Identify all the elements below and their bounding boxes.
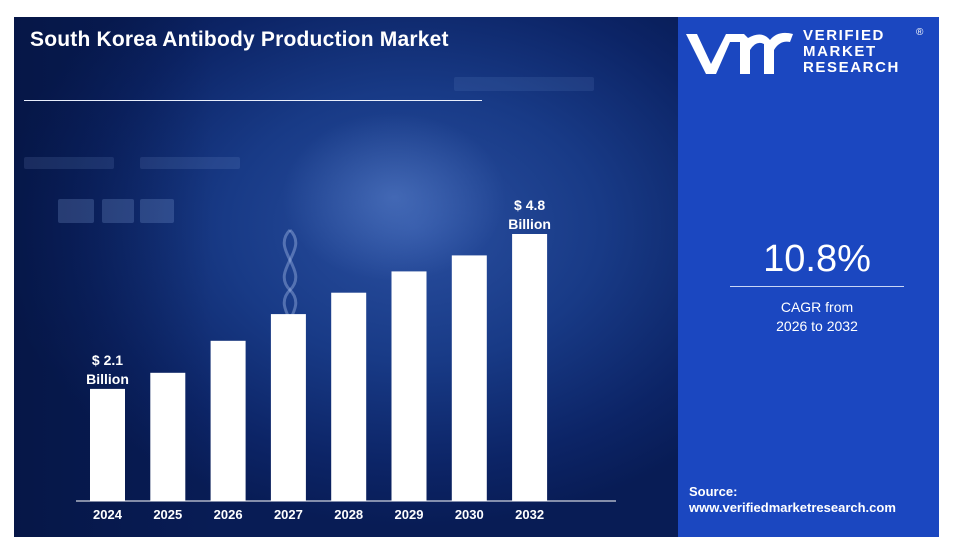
x-tick-label: 2024 xyxy=(93,507,123,522)
cagr-divider xyxy=(730,286,904,287)
source-url: www.verifiedmarketresearch.com xyxy=(689,500,896,515)
source-label: Source: xyxy=(689,484,738,499)
x-tick-label: 2025 xyxy=(153,507,182,522)
bar-2025 xyxy=(150,372,186,501)
bar-2027 xyxy=(270,314,306,501)
summary-panel xyxy=(678,17,939,537)
brand-line-2: MARKET xyxy=(803,43,877,60)
x-tick-label: 2028 xyxy=(334,507,363,522)
cagr-label: CAGR from 2026 to 2032 xyxy=(730,298,904,336)
bar-2024 xyxy=(90,388,125,501)
bar-2030 xyxy=(451,255,487,501)
x-tick-label: 2026 xyxy=(214,507,243,522)
data-label: $ 2.1 xyxy=(92,352,123,368)
data-label: Billion xyxy=(508,216,551,232)
brand-line-1: VERIFIED xyxy=(803,27,885,44)
data-label: Billion xyxy=(86,371,129,387)
chart-title: South Korea Antibody Production Market xyxy=(30,28,449,51)
data-label: $ 4.8 xyxy=(514,197,545,213)
background-decoration xyxy=(102,199,134,223)
vmr-logo-icon xyxy=(686,32,793,74)
brand-line-3: RESEARCH xyxy=(803,59,900,76)
bar-2028 xyxy=(331,292,367,501)
cagr-value: 10.8% xyxy=(763,238,871,280)
background-decoration xyxy=(454,77,594,91)
infographic-frame xyxy=(14,17,939,537)
background-decoration xyxy=(58,199,94,223)
bar-2029 xyxy=(391,271,427,501)
brand-wordmark: VERIFIED MARKET RESEARCH xyxy=(803,28,900,76)
background-decoration xyxy=(140,199,174,223)
source-note: Source: www.verifiedmarketresearch.com xyxy=(689,484,896,516)
x-tick-label: 2030 xyxy=(455,507,484,522)
title-underline xyxy=(24,100,482,101)
background-decoration xyxy=(140,157,240,169)
x-tick-label: 2029 xyxy=(395,507,424,522)
background-decoration xyxy=(24,157,114,169)
bar-2032 xyxy=(512,234,548,501)
registered-mark: ® xyxy=(916,27,924,38)
cagr-label-line-1: CAGR from xyxy=(780,299,854,315)
cagr-label-line-2: 2026 to 2032 xyxy=(776,318,858,334)
x-tick-label: 2027 xyxy=(274,507,303,522)
x-tick-label: 2032 xyxy=(515,507,544,522)
bar-2026 xyxy=(210,340,246,501)
